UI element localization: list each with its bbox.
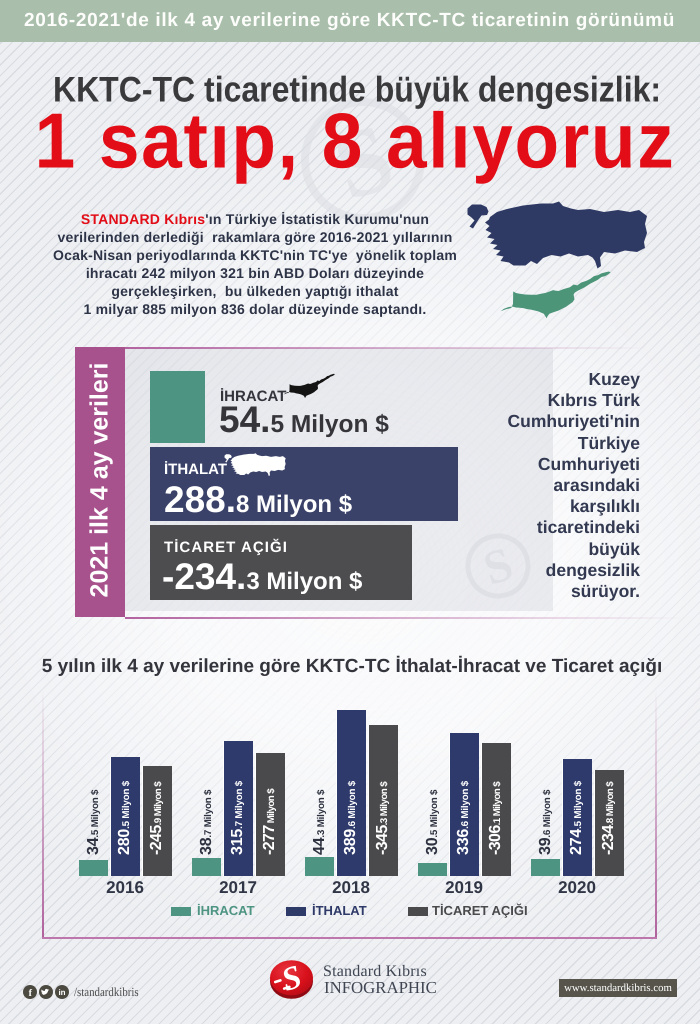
svg-text:f: f: [29, 988, 33, 999]
svg-text:in: in: [58, 988, 65, 997]
